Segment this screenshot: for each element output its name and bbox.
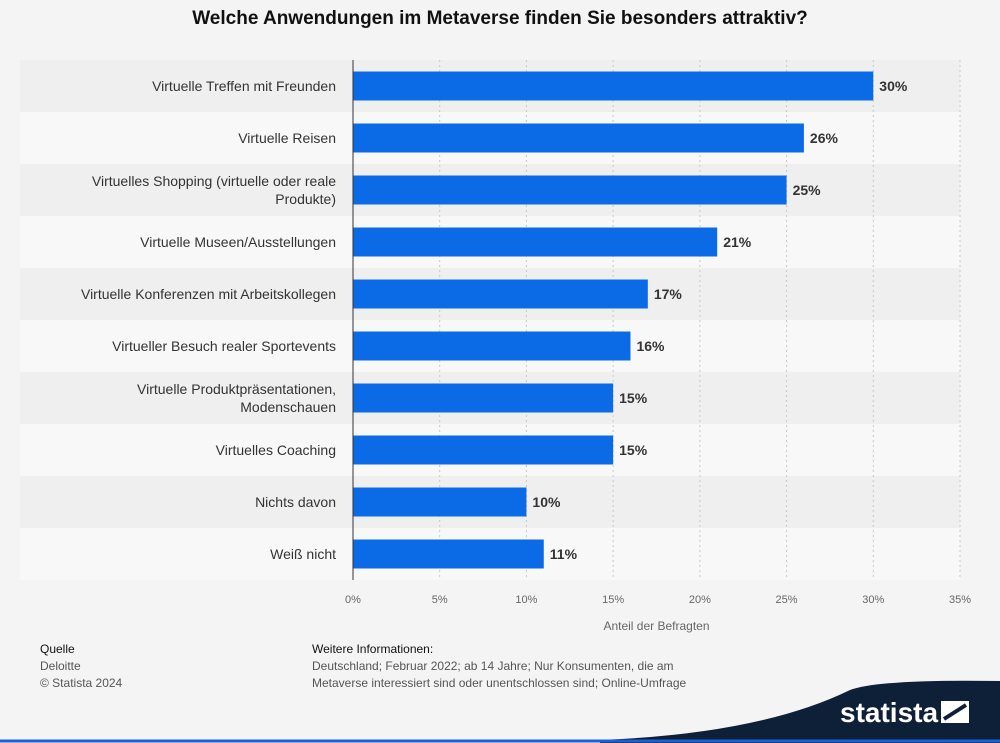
bar [353, 435, 614, 465]
bar [353, 487, 527, 517]
category-label: Virtuelle Konferenzen mit Arbeitskollege… [81, 286, 336, 302]
category-label: Virtuelle Produktpräsentationen, [137, 381, 336, 397]
x-tick-label: 25% [776, 594, 798, 606]
value-label: 30% [879, 78, 908, 94]
statista-logo-text: statista [840, 697, 938, 728]
info-text: Deutschland; Februar 2022; ab 14 Jahre; … [312, 659, 687, 690]
chart-title: Welche Anwendungen im Metaverse finden S… [192, 8, 808, 29]
category-label: Modenschauen [240, 399, 336, 415]
value-label: 25% [793, 182, 822, 198]
category-label: Virtuelle Museen/Ausstellungen [140, 234, 336, 250]
category-label: Virtuelles Coaching [216, 442, 336, 458]
category-label: Weiß nicht [270, 546, 336, 562]
category-label: Produkte) [275, 191, 336, 207]
value-label: 21% [723, 234, 752, 250]
value-label: 15% [619, 390, 648, 406]
category-label: Virtuelle Treffen mit Freunden [152, 78, 336, 94]
bar [353, 331, 631, 361]
value-label: 17% [654, 286, 683, 302]
source-heading: Quelle [40, 642, 75, 656]
statista-logo-icon [941, 701, 969, 723]
copyright: © Statista 2024 [40, 676, 123, 690]
category-label: Virtuelle Reisen [238, 130, 336, 146]
value-label: 26% [810, 130, 839, 146]
category-label: Nichts davon [255, 494, 336, 510]
info-block: Weitere Informationen: Deutschland; Febr… [312, 641, 732, 692]
source-block: Quelle Deloitte © Statista 2024 [40, 641, 122, 692]
category-label: Virtueller Besuch realer Sportevents [112, 338, 336, 354]
bar [353, 71, 874, 101]
category-label: Virtuelles Shopping (virtuelle oder real… [92, 173, 336, 189]
bar [353, 539, 544, 569]
bar [353, 279, 648, 309]
bar [353, 175, 787, 205]
bar [353, 227, 718, 257]
value-label: 16% [636, 338, 665, 354]
value-label: 15% [619, 442, 648, 458]
source-link[interactable]: Deloitte [40, 659, 81, 673]
x-tick-label: 20% [689, 594, 711, 606]
x-tick-label: 0% [345, 594, 361, 606]
x-axis-title: Anteil der Befragten [603, 619, 709, 633]
x-tick-label: 35% [949, 594, 971, 606]
x-tick-label: 10% [515, 594, 537, 606]
bar-chart: 0% 5% 10% 15% 20% 25% 30% 35% Virtuelle Treffen … [80, 60, 972, 633]
x-tick-label: 5% [432, 594, 448, 606]
bar [353, 123, 804, 153]
value-label: 10% [532, 494, 561, 510]
bar [353, 383, 614, 413]
x-tick-label: 15% [602, 594, 624, 606]
value-label: 11% [550, 546, 578, 562]
x-tick-label: 30% [862, 594, 884, 606]
info-heading: Weitere Informationen: [312, 642, 434, 656]
